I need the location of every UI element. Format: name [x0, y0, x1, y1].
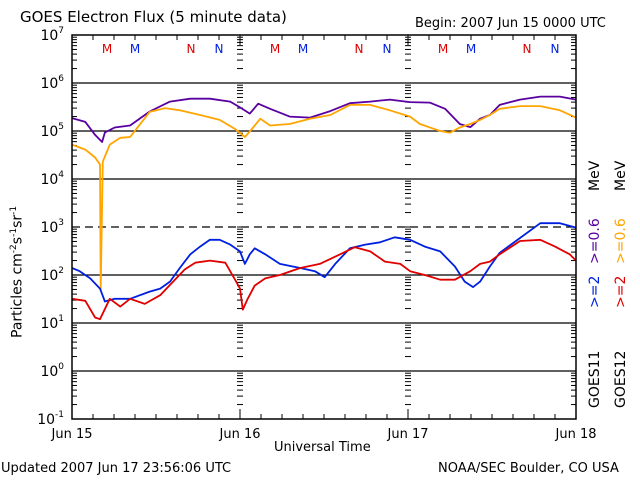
legend-goes11-unit: MeV [587, 160, 603, 191]
y-tick-label: 102 [40, 266, 64, 284]
y-tick-exponent: 1 [58, 314, 64, 324]
y-tick-base: 10 [40, 28, 58, 44]
y-tick-exponent: 7 [58, 26, 64, 36]
legend-goes12-unit: MeV [613, 160, 629, 191]
local-time-marker: M [298, 42, 308, 56]
local-time-marker: N [187, 42, 196, 56]
x-axis-label: Universal Time [274, 440, 371, 455]
x-tick-label: Jun 18 [555, 427, 597, 442]
y-axis-label-exp3: -1 [9, 205, 19, 215]
updated-timestamp: Updated 2007 Jun 17 23:56:06 UTC [1, 461, 232, 476]
y-axis-label-sr: sr [9, 214, 26, 228]
series-line [71, 222, 577, 303]
y-tick-base: 10 [40, 220, 58, 236]
local-time-marker: N [355, 42, 364, 56]
series-line [71, 238, 577, 321]
y-tick-base: 10 [40, 268, 58, 284]
x-tick-label: Jun 16 [219, 427, 261, 442]
series-line [71, 95, 577, 143]
legend-goes11-06mev: >=0.6 [587, 218, 603, 264]
y-tick-label: 103 [40, 218, 64, 236]
y-axis-label: Particles cm-2s-1sr-1 [6, 206, 26, 338]
y-tick-base: 10 [37, 412, 55, 428]
legend-goes11-label: GOES11 [587, 350, 603, 408]
local-time-marker: N [523, 42, 532, 56]
chart-title: GOES Electron Flux (5 minute data) [20, 8, 287, 26]
x-tick-label: Jun 15 [51, 427, 93, 442]
local-time-marker: M [270, 42, 280, 56]
y-tick-exponent: -1 [55, 410, 64, 420]
y-tick-exponent: 6 [58, 74, 64, 84]
y-tick-base: 10 [40, 124, 58, 140]
y-tick-base: 10 [40, 316, 58, 332]
y-tick-label: 10-1 [37, 410, 64, 428]
local-time-marker: N [551, 42, 560, 56]
y-tick-exponent: 4 [58, 170, 64, 180]
y-tick-base: 10 [40, 172, 58, 188]
y-tick-label: 101 [40, 314, 64, 332]
local-time-marker: M [438, 42, 448, 56]
begin-label: Begin: 2007 Jun 15 0000 UTC [415, 16, 606, 31]
legend-goes12-label: GOES12 [613, 350, 629, 408]
local-time-marker: N [215, 42, 224, 56]
local-time-marker: M [130, 42, 140, 56]
y-tick-label: 105 [40, 122, 64, 140]
y-axis-label-exp1: -2 [9, 244, 19, 254]
credit-label: NOAA/SEC Boulder, CO USA [438, 461, 619, 476]
y-axis-label-s: s [9, 236, 26, 245]
y-tick-label: 106 [40, 74, 64, 92]
legend-goes12-06mev: >=0.6 [613, 218, 629, 264]
series-line [71, 104, 577, 291]
legend-goes11-2mev: >=2 [587, 275, 603, 308]
y-tick-label: 107 [40, 26, 64, 44]
y-tick-exponent: 0 [58, 362, 64, 372]
y-tick-label: 100 [40, 362, 64, 380]
y-axis-label-text: Particles cm [9, 253, 26, 338]
y-axis-label-exp2: -1 [9, 227, 19, 237]
y-tick-exponent: 3 [58, 218, 64, 228]
plot-frame [71, 34, 577, 420]
y-tick-exponent: 2 [58, 266, 64, 276]
y-tick-label: 104 [40, 170, 64, 188]
local-time-marker: N [383, 42, 392, 56]
local-time-marker: M [102, 42, 112, 56]
x-tick-label: Jun 17 [387, 427, 429, 442]
y-tick-exponent: 5 [58, 122, 64, 132]
y-tick-base: 10 [40, 76, 58, 92]
local-time-marker: M [466, 42, 476, 56]
y-tick-base: 10 [40, 364, 58, 380]
legend-goes12-2mev: >=2 [613, 275, 629, 308]
